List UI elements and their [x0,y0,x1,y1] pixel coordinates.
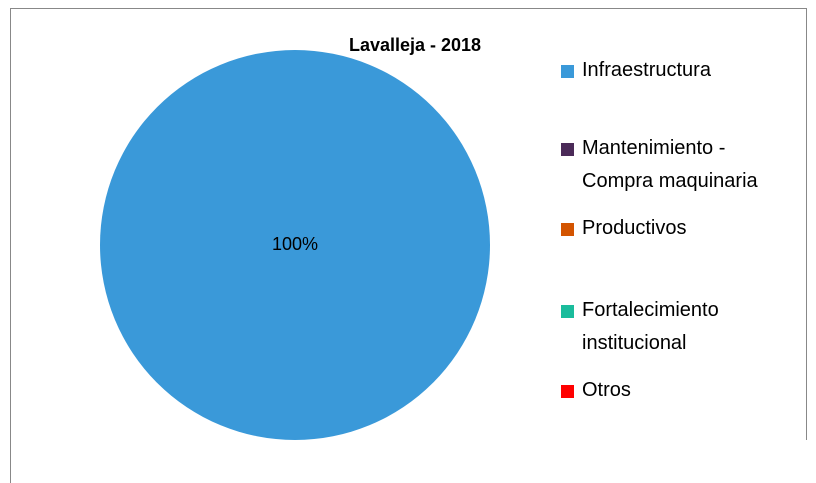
legend-label: Infraestructura [582,59,711,81]
legend-swatch [561,223,574,236]
chart-title: Lavalleja - 2018 [349,35,481,55]
legend-swatch [561,143,574,156]
legend-swatch [561,65,574,78]
legend-label: Productivos [582,217,687,239]
pie-slice [100,50,490,440]
legend-label: Otros [582,379,631,401]
frame [10,8,807,483]
data-label: 100% [272,234,318,254]
legend-swatch [561,305,574,318]
legend-swatch [561,385,574,398]
legend-label: Mantenimiento - Compra maquinaria [582,137,758,192]
legend-label: Fortalecimiento institucional [582,299,719,354]
